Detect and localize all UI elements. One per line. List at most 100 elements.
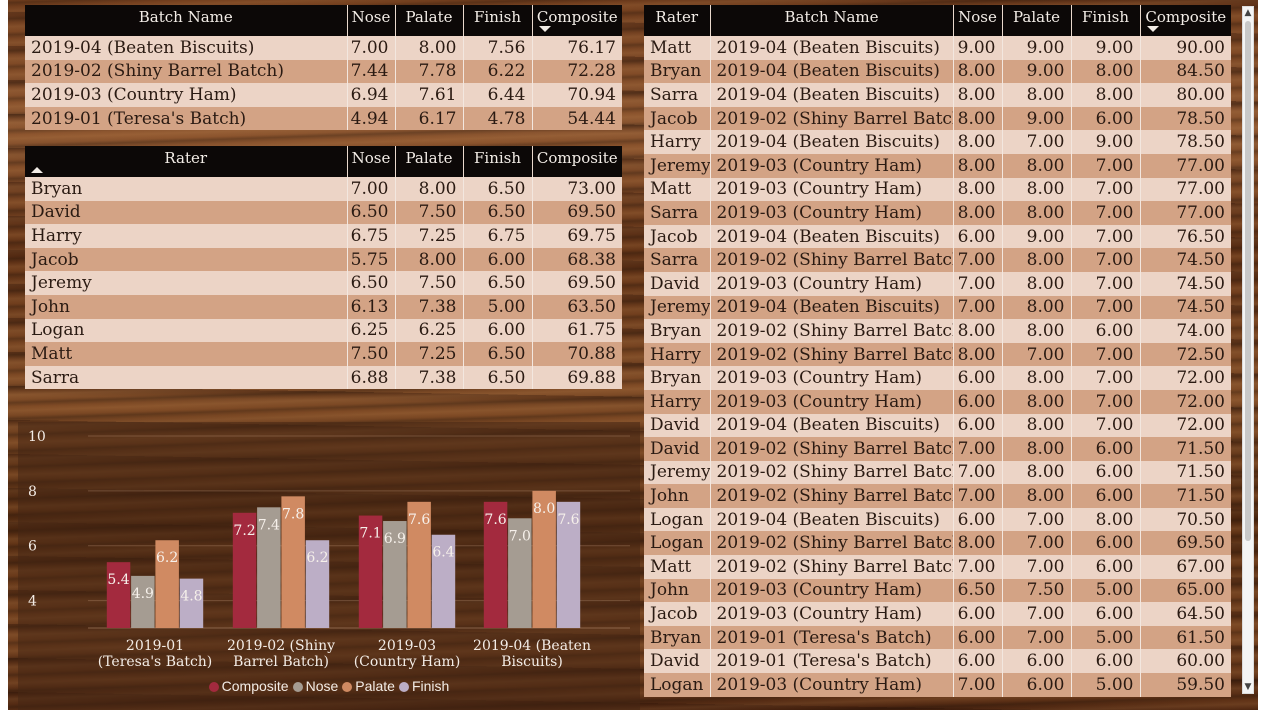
table-row[interactable]: Logan 6.25 6.25 6.00 61.75 xyxy=(25,318,622,343)
table-row[interactable]: Harry 6.75 7.25 6.75 69.75 xyxy=(25,224,622,248)
legend-item-nose[interactable]: Nose xyxy=(292,678,338,694)
table-cell: 6.00 xyxy=(1071,649,1141,674)
table-cell: Logan xyxy=(644,507,711,532)
table-row[interactable]: Bryan 2019-03 (Country Ham) 6.00 8.00 7.00 72… xyxy=(644,366,1231,390)
data-label: 4.9 xyxy=(132,586,154,602)
table-cell: 8.00 xyxy=(953,106,1003,131)
table-row[interactable]: David 2019-04 (Beaten Biscuits) 6.00 8.00 7.… xyxy=(644,413,1231,438)
composite-header[interactable]: Composite xyxy=(1140,5,1231,36)
table-row[interactable]: Sarra 2019-03 (Country Ham) 8.00 8.00 7.00 77… xyxy=(644,201,1231,225)
table-cell: 8.00 xyxy=(953,83,1003,107)
data-label: 7.6 xyxy=(484,512,506,528)
table-row[interactable]: Jacob 2019-03 (Country Ham) 6.00 7.00 6.00 64… xyxy=(644,602,1231,626)
table-cell: 7.78 xyxy=(395,59,464,84)
table-row[interactable]: 2019-02 (Shiny Barrel Batch) 7.44 7.78 6.22… xyxy=(25,59,622,84)
nose-header[interactable]: Nose xyxy=(347,146,396,177)
table-row[interactable]: 2019-03 (Country Ham) 6.94 7.61 6.44 70.94 xyxy=(25,83,622,107)
vertical-scrollbar[interactable]: ▲ ▼ xyxy=(1242,6,1254,694)
table-row[interactable]: 2019-04 (Beaten Biscuits) 7.00 8.00 7.56 76.… xyxy=(25,36,622,60)
table-row[interactable]: 2019-01 (Teresa's Batch) 4.94 6.17 4.78 54.4… xyxy=(25,106,622,131)
table-row[interactable]: Jeremy 2019-02 (Shiny Barrel Batch) 7.00 8.… xyxy=(644,460,1231,485)
table-row[interactable]: Bryan 2019-01 (Teresa's Batch) 6.00 7.00 5.0… xyxy=(644,625,1231,650)
legend-item-finish[interactable]: Finish xyxy=(398,678,449,694)
table-cell: 6.75 xyxy=(347,224,396,248)
table-row[interactable]: Logan 2019-02 (Shiny Barrel Batch) 8.00 7.0… xyxy=(644,531,1231,556)
table-row[interactable]: Sarra 2019-02 (Shiny Barrel Batch) 7.00 8.0… xyxy=(644,248,1231,272)
table-row[interactable]: John 6.13 7.38 5.00 63.50 xyxy=(25,294,622,319)
table-cell: 2019-02 (Shiny Barrel Batch) xyxy=(710,555,954,579)
palate-header[interactable]: Palate xyxy=(1002,5,1072,36)
legend-item-composite[interactable]: Composite xyxy=(208,678,289,694)
table-row[interactable]: Matt 2019-02 (Shiny Barrel Batch) 7.00 7.00… xyxy=(644,555,1231,579)
table-cell: 90.00 xyxy=(1140,36,1231,60)
table-cell: 6.00 xyxy=(1071,106,1141,131)
finish-header[interactable]: Finish xyxy=(1071,5,1141,36)
table-row[interactable]: David 6.50 7.50 6.50 69.50 xyxy=(25,200,622,225)
table-row[interactable]: David 2019-02 (Shiny Barrel Batch) 7.00 8.0… xyxy=(644,437,1231,461)
legend-marker-icon xyxy=(292,682,303,692)
nose-header[interactable]: Nose xyxy=(347,5,396,36)
table-cell: 7.00 xyxy=(1071,295,1141,320)
table-row[interactable]: David 2019-01 (Teresa's Batch) 6.00 6.00 6.0… xyxy=(644,649,1231,674)
table-cell: 6.75 xyxy=(463,224,533,248)
table-row[interactable]: Jacob 5.75 8.00 6.00 68.38 xyxy=(25,247,622,272)
scrollbar-thumb[interactable] xyxy=(1245,21,1251,541)
table-row[interactable]: Matt 2019-04 (Beaten Biscuits) 9.00 9.00 9.0… xyxy=(644,36,1231,60)
table-cell: 6.00 xyxy=(1071,484,1141,508)
table-row[interactable]: Sarra 2019-04 (Beaten Biscuits) 8.00 8.00 8.… xyxy=(644,83,1231,107)
table-row[interactable]: Jeremy 6.50 7.50 6.50 69.50 xyxy=(25,271,622,295)
table-cell: 7.00 xyxy=(953,295,1003,320)
table-row[interactable]: John 2019-02 (Shiny Barrel Batch) 7.00 8.00… xyxy=(644,484,1231,508)
legend-item-palate[interactable]: Palate xyxy=(342,678,395,694)
composite-header[interactable]: Composite xyxy=(532,5,622,36)
table-cell: 6.00 xyxy=(1071,460,1141,485)
data-label: 4.8 xyxy=(180,589,202,605)
table-cell: Harry xyxy=(644,342,711,367)
bar-composite xyxy=(483,501,508,628)
table-row[interactable]: Jeremy 2019-03 (Country Ham) 8.00 8.00 7.00 7… xyxy=(644,153,1231,178)
composite-header[interactable]: Composite xyxy=(532,146,622,177)
table-row[interactable]: Jacob 2019-02 (Shiny Barrel Batch) 8.00 9.0… xyxy=(644,106,1231,131)
batch-name-header[interactable]: Batch Name xyxy=(25,5,348,36)
table-cell: 8.00 xyxy=(1002,248,1072,272)
table-cell: 72.00 xyxy=(1140,413,1231,438)
nose-header[interactable]: Nose xyxy=(953,5,1003,36)
batch-name-header[interactable]: Batch Name xyxy=(710,5,954,36)
table-cell: Bryan xyxy=(644,319,711,343)
palate-header[interactable]: Palate xyxy=(395,5,464,36)
table-row[interactable]: Bryan 7.00 8.00 6.50 73.00 xyxy=(25,177,622,201)
finish-header[interactable]: Finish xyxy=(463,5,533,36)
scroll-up-icon[interactable]: ▲ xyxy=(1244,8,1252,18)
batch-score-chart[interactable]: 4 6 8 10 5.4 4.9 6.2 4.8 2019-01 (Teresa's Batch)… xyxy=(18,422,640,710)
table-cell: 2019-02 (Shiny Barrel Batch) xyxy=(710,106,954,131)
table-cell: 7.00 xyxy=(953,484,1003,508)
table-row[interactable]: Jeremy 2019-04 (Beaten Biscuits) 7.00 8.00 7… xyxy=(644,295,1231,320)
table-cell: Matt xyxy=(644,177,711,202)
table-cell: Jacob xyxy=(644,106,711,131)
palate-header[interactable]: Palate xyxy=(395,146,464,177)
table-row[interactable]: Harry 2019-03 (Country Ham) 6.00 8.00 7.00 72… xyxy=(644,389,1231,414)
table-cell: 60.00 xyxy=(1140,649,1231,674)
table-row[interactable]: Matt 2019-03 (Country Ham) 8.00 8.00 7.00 77.… xyxy=(644,177,1231,202)
table-row[interactable]: David 2019-03 (Country Ham) 7.00 8.00 7.00 74… xyxy=(644,271,1231,296)
data-label: 7.2 xyxy=(233,523,255,539)
finish-header[interactable]: Finish xyxy=(463,146,533,177)
table-row[interactable]: Sarra 6.88 7.38 6.50 69.88 xyxy=(25,365,622,390)
table-row[interactable]: Matt 7.50 7.25 6.50 70.88 xyxy=(25,342,622,366)
rater-header[interactable]: Rater xyxy=(25,146,348,177)
table-cell: 8.00 xyxy=(1002,366,1072,390)
rater-header[interactable]: Rater xyxy=(644,5,711,36)
table-row[interactable]: Bryan 2019-04 (Beaten Biscuits) 8.00 9.00 8.… xyxy=(644,59,1231,84)
table-row[interactable]: Logan 2019-04 (Beaten Biscuits) 6.00 7.00 8.… xyxy=(644,507,1231,532)
table-row[interactable]: Harry 2019-04 (Beaten Biscuits) 8.00 7.00 9.… xyxy=(644,130,1231,154)
detail-table-viewport[interactable]: Rater Batch Name Nose Palate Finish Comp… xyxy=(644,5,1231,705)
table-row[interactable]: Jacob 2019-04 (Beaten Biscuits) 6.00 9.00 7.… xyxy=(644,224,1231,249)
table-row[interactable]: John 2019-03 (Country Ham) 6.50 7.50 5.00 65.… xyxy=(644,578,1231,603)
table-row[interactable]: Harry 2019-02 (Shiny Barrel Batch) 8.00 7.0… xyxy=(644,342,1231,367)
table-row[interactable]: Logan 2019-03 (Country Ham) 7.00 6.00 5.00 59… xyxy=(644,673,1231,697)
y-tick-label: 8 xyxy=(28,484,37,500)
table-row[interactable]: Bryan 2019-02 (Shiny Barrel Batch) 8.00 8.0… xyxy=(644,319,1231,343)
legend-label: Palate xyxy=(355,678,395,694)
scroll-down-icon[interactable]: ▼ xyxy=(1244,682,1252,692)
rater-table-header-row: Rater Nose Palate Finish Composite xyxy=(25,146,622,177)
